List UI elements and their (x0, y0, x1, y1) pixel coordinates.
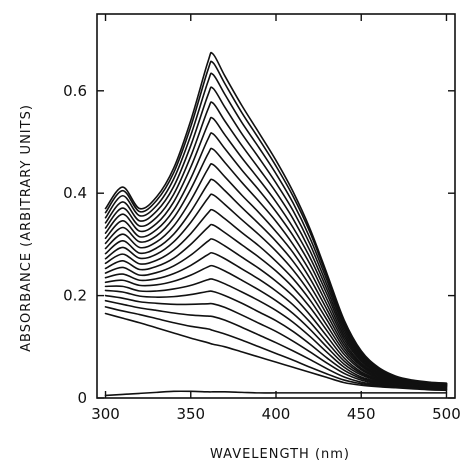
y-tick-label: 0.6 (63, 82, 87, 100)
y-axis-title: ABSORBANCE (ARBITRARY UNITS) (19, 104, 34, 352)
spectrum-line-6 (104, 289, 448, 390)
spectrum-line-17 (104, 132, 448, 386)
spectra-series (104, 51, 448, 397)
x-tick-label: 300 (91, 405, 120, 423)
x-tick-label: 400 (262, 405, 291, 423)
spectrum-line-21 (104, 72, 448, 385)
tick-labels: 300 350 400 450 500 0 0.2 0.4 0.6 (63, 82, 461, 423)
spectrum-line-9 (104, 251, 448, 388)
spectrum-line-8 (104, 264, 448, 389)
y-tick-label: 0 (77, 389, 87, 407)
x-tick-label: 450 (347, 405, 376, 423)
x-axis-title: WAVELENGTH (nm) (210, 447, 350, 462)
y-tick-label: 0.2 (63, 287, 87, 305)
spectrum-line-4 (104, 299, 448, 391)
spectrum-line-23 (104, 51, 448, 384)
x-tick-label: 500 (432, 405, 461, 423)
spectrum-line-1 (104, 390, 448, 397)
x-tick-label: 350 (176, 405, 205, 423)
spectrum-line-7 (104, 278, 448, 389)
y-tick-label: 0.4 (63, 184, 87, 202)
